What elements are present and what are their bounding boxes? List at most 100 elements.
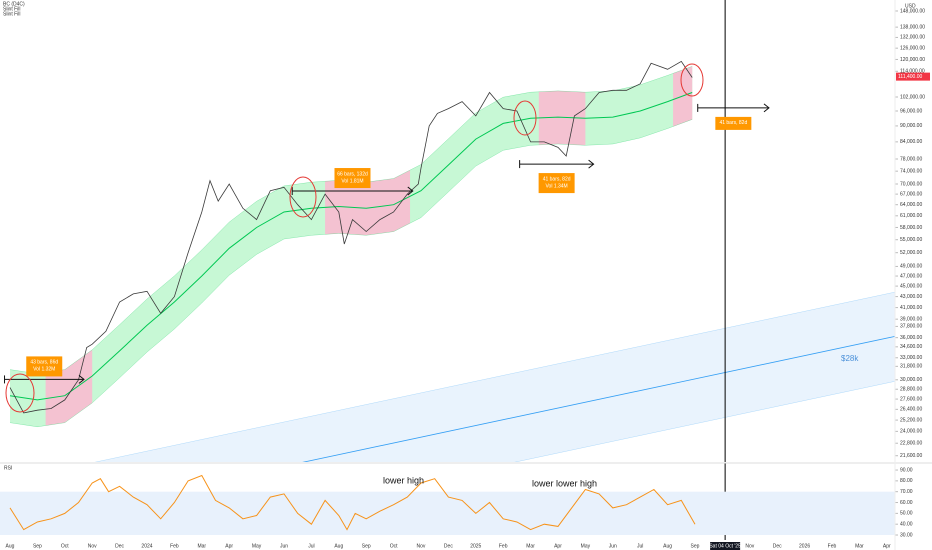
- rsi-line: [9, 474, 696, 531]
- range-label: Vol 1.32M: [33, 367, 55, 373]
- range-label: Vol 1.34M: [545, 183, 567, 189]
- range-label: 41 bars, 82d: [719, 120, 747, 126]
- range-label: Vol 1.81M: [341, 178, 363, 184]
- y-tick-label: 30,000.00: [900, 377, 922, 383]
- y-tick-label: 60.00: [900, 500, 913, 506]
- x-tick-label: Oct: [61, 543, 69, 549]
- y-tick-label: 33,000.00: [900, 355, 922, 361]
- x-tick-label: May: [581, 543, 591, 549]
- price-tag: [896, 72, 930, 81]
- circle: [289, 176, 317, 218]
- band-center: [9, 92, 693, 401]
- range-box: [26, 356, 63, 377]
- y-tick-label: 61,000.00: [900, 213, 922, 219]
- x-tick-label: Jul: [308, 543, 314, 549]
- x-tick-label: Nov: [745, 543, 754, 549]
- y-tick-label: 148,000.00: [900, 8, 925, 14]
- y-tick-label: 21,600.00: [900, 453, 922, 459]
- y-tick-label: 52,000.00: [900, 250, 922, 256]
- x-tick-label: Feb: [170, 543, 179, 549]
- y-tick-label: 80.00: [900, 478, 913, 484]
- x-tick-label: Feb: [828, 543, 837, 549]
- range-box: [715, 116, 752, 130]
- y-tick-label: 126,000.00: [900, 45, 925, 51]
- x-tick-label: Sep: [362, 543, 371, 549]
- rsi-title: RSI: [4, 465, 12, 471]
- x-tick-label: Nov: [417, 543, 426, 549]
- channel-lower: [514, 381, 895, 462]
- x-tick-label: Jun: [609, 543, 617, 549]
- y-tick-label: 96,000.00: [900, 108, 922, 114]
- x-tick-label: Apr: [225, 543, 233, 549]
- range-arrow: [407, 186, 414, 196]
- y-tick-label: 58,000.00: [900, 225, 922, 231]
- y-tick-label: 30.00: [900, 532, 913, 538]
- y-tick-label: 132,000.00: [900, 35, 925, 41]
- range-arrow: [588, 159, 595, 169]
- x-tick-label: Mar: [526, 543, 535, 549]
- x-tick-label: Aug: [334, 543, 343, 549]
- x-tick-label: Mar: [855, 543, 864, 549]
- y-tick-label: 78,000.00: [900, 156, 922, 162]
- y-tick-label: 90.00: [900, 467, 913, 473]
- band-alt-zone: [45, 349, 93, 426]
- y-tick-label: 74,000.00: [900, 168, 922, 174]
- y-tick-label: 28,800.00: [900, 387, 922, 393]
- y-tick-label: 49,000.00: [900, 264, 922, 270]
- annotation: lower high: [383, 475, 424, 485]
- y-tick-label: 64,000.00: [900, 202, 922, 208]
- channel-fill: [95, 292, 895, 462]
- y-tick-label: 90,000.00: [900, 123, 922, 129]
- y-tick-label: 55,000.00: [900, 237, 922, 243]
- x-tick-label: Jul: [637, 543, 643, 549]
- x-tick-label: Dec: [115, 543, 124, 549]
- x-tick-label: Mar: [197, 543, 206, 549]
- y-tick-label: 27,600.00: [900, 396, 922, 402]
- range-label: 66 bars, 132d: [337, 171, 368, 177]
- x-tick-label: Jun: [280, 543, 288, 549]
- y-tick-label: 25,200.00: [900, 417, 922, 423]
- axes: 148,000.00 138,000.00 132,000.00 126,000.00…: [6, 8, 930, 550]
- range-arrow: [78, 375, 85, 384]
- y-tick-label: 43,000.00: [900, 294, 922, 300]
- channel-label: $28k: [841, 354, 859, 363]
- x-tick-label: 2025: [470, 543, 481, 549]
- circle: [5, 373, 35, 413]
- currency: USD: [905, 3, 916, 9]
- circle: [513, 100, 537, 136]
- y-tick-label: 138,000.00: [900, 24, 925, 30]
- x-tick-label: Dec: [773, 543, 782, 549]
- band-alt-zone: [538, 90, 586, 146]
- range-label: 43 bars, 86d: [30, 360, 58, 366]
- x-tick-label: 2026: [799, 543, 810, 549]
- y-tick-label: 41,000.00: [900, 305, 922, 311]
- y-tick-label: 45,000.00: [900, 283, 922, 289]
- crosshair-label-box: [710, 542, 741, 550]
- circles: [5, 63, 704, 413]
- x-tick-label: 2024: [141, 543, 152, 549]
- y-tick-label: 84,000.00: [900, 139, 922, 145]
- y-tick-label: 40.00: [900, 522, 913, 528]
- x-tick-label: Feb: [499, 543, 508, 549]
- y-tick-label: 31,800.00: [900, 364, 922, 370]
- legend-line: BC (D4C): [3, 1, 25, 7]
- range-label: 41 bars, 82d: [543, 176, 571, 182]
- y-tick-label: 120,000.00: [900, 57, 925, 63]
- y-tick-label: 36,000.00: [900, 335, 922, 341]
- crosshair-label: Sat 04 Oct '25: [709, 543, 741, 549]
- x-tick-label: Apr: [554, 543, 562, 549]
- y-tick-label: 22,800.00: [900, 441, 922, 447]
- y-tick-label: 67,000.00: [900, 191, 922, 197]
- annotation: lower lower high: [532, 478, 597, 488]
- x-tick-label: Sep: [33, 543, 42, 549]
- y-tick-label: 114,000.00: [900, 69, 925, 75]
- x-tick-label: Nov: [88, 543, 97, 549]
- y-tick-label: 50.00: [900, 511, 913, 517]
- price-line: [9, 60, 693, 414]
- legend-line: Slint Fill: [3, 11, 21, 17]
- band-lower: [9, 119, 693, 428]
- x-tick-label: Sep: [691, 543, 700, 549]
- circle: [680, 63, 704, 97]
- x-tick-label: Apr: [883, 543, 891, 549]
